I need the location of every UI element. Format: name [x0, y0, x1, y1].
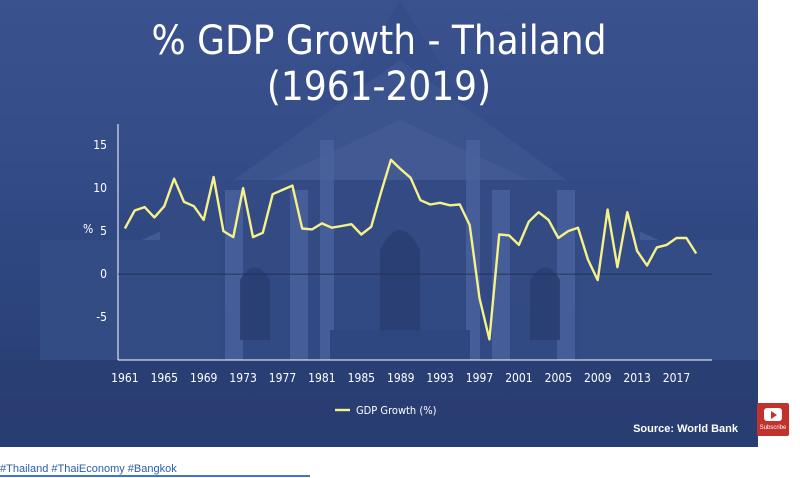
x-tick-label: 1985: [348, 371, 375, 385]
x-tick-label: 2005: [545, 371, 572, 385]
x-tick-label: 2009: [584, 371, 612, 385]
title-line-2: (1961-2019): [266, 64, 492, 110]
x-tick-label: 1989: [387, 371, 415, 385]
title-line-1: % GDP Growth - Thailand: [151, 18, 607, 64]
y-axis-label: %: [83, 222, 93, 236]
legend: GDP Growth (%): [335, 404, 437, 417]
x-tick-labels: 1961 1965 1969 1973 1977 1981 1985 1989 1993 1997…: [111, 371, 690, 385]
y-tick-label: 15: [93, 138, 107, 152]
x-tick-label: 1965: [151, 371, 178, 385]
hashtags-link[interactable]: #Thailand #ThaiEconomy #Bangkok: [0, 463, 177, 475]
y-tick-labels: -5 0 5 10 15: [93, 138, 107, 324]
x-tick-label: 2013: [623, 371, 650, 385]
legend-label: GDP Growth (%): [356, 404, 437, 417]
data-points: [124, 159, 697, 340]
chart-axes: [117, 124, 712, 361]
gdp-growth-line: [123, 158, 698, 341]
y-tick-label: -5: [96, 310, 107, 324]
subscribe-label: Subscribe: [759, 425, 787, 431]
progress-bar[interactable]: [0, 475, 310, 477]
x-tick-label: 1997: [466, 371, 493, 385]
subscribe-button[interactable]: Subscribe: [757, 403, 789, 436]
x-tick-label: 1993: [426, 371, 453, 385]
x-tick-label: 1981: [308, 371, 335, 385]
video-frame[interactable]: % GDP Growth - Thailand (1961-2019) -5 0 5…: [0, 0, 758, 447]
temple-background-image: [0, 0, 758, 447]
x-tick-label: 2001: [505, 371, 532, 385]
x-tick-label: 1973: [229, 371, 256, 385]
play-triangle-icon: [771, 411, 777, 419]
y-tick-label: 0: [100, 267, 107, 281]
y-tick-label: 5: [100, 224, 107, 238]
gdp-line-chart: -5 0 5 10 15 1961 1965 1969 1973 1977 1981 1985 198…: [83, 124, 712, 417]
source-note: Source: World Bank: [633, 423, 738, 435]
y-tick-label: 10: [93, 181, 107, 195]
x-tick-label: 2017: [663, 371, 690, 385]
x-tick-label: 1969: [190, 371, 218, 385]
chart-title: % GDP Growth - Thailand (1961-2019): [0, 18, 758, 110]
x-tick-label: 1977: [269, 371, 296, 385]
x-tick-label: 1961: [111, 371, 138, 385]
